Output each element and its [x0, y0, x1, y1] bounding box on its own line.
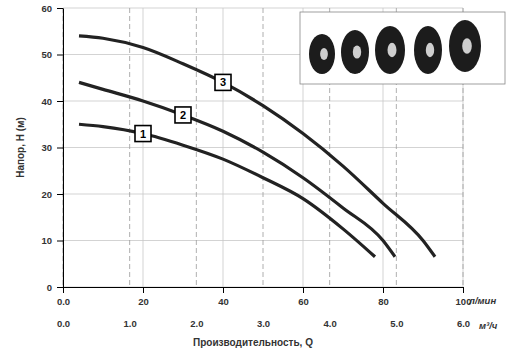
tick: 0.0: [57, 287, 70, 329]
axis-line: [63, 9, 64, 288]
tick-label: 40: [41, 96, 52, 107]
inset-frame: [300, 12, 505, 84]
y-axis-title: Напор, H (м): [15, 117, 26, 178]
series-label-text: 3: [220, 76, 226, 88]
tick-label: 10: [41, 235, 52, 246]
impeller-hub: [426, 43, 434, 57]
tick-label: 20: [41, 189, 52, 200]
tick: 2.0: [190, 287, 203, 329]
tick-label: 30: [41, 142, 52, 153]
tick-label: 60: [41, 3, 52, 14]
tick-label: 0.0: [57, 318, 70, 329]
impeller-hub: [388, 43, 397, 57]
tick: 30: [41, 142, 63, 153]
tick-label: 50: [41, 49, 52, 60]
tick: 10: [41, 235, 63, 246]
x-axis: 0.020406080100: [57, 287, 472, 307]
tick: 60: [298, 287, 309, 307]
series-label-text: 1: [140, 128, 146, 140]
series-line: [79, 36, 435, 257]
tick-label: 80: [378, 296, 389, 307]
impeller-hub: [462, 38, 472, 54]
tick: 1.0: [124, 287, 137, 329]
x2-axis: 0.0 1.0 2.0 3.0 4.0 5.0 6.0: [57, 287, 470, 329]
grid-line-x2: [263, 8, 264, 287]
tick: 0: [47, 282, 63, 293]
tick-label: 20: [138, 296, 149, 307]
impeller: [341, 30, 369, 74]
tick-mark: [57, 148, 63, 149]
grid-line-x2: [196, 8, 197, 287]
series-label: 3: [215, 74, 231, 90]
tick-mark: [57, 241, 63, 242]
tick: 80: [378, 287, 389, 307]
tick-label: 0.0: [57, 296, 70, 307]
series-lines: [79, 36, 435, 257]
tick: 50: [41, 49, 63, 60]
tick: 6.0: [457, 287, 470, 329]
tick-label: 0: [47, 282, 52, 293]
axis-line: [64, 287, 464, 288]
grid-line-x: [223, 8, 224, 287]
tick: 0.0: [57, 287, 70, 307]
tick-mark: [57, 101, 63, 102]
tick-mark: [57, 8, 63, 9]
x-axis-title: Производительность, Q: [193, 337, 313, 348]
grid-line-x: [143, 8, 144, 287]
tick-label: 2.0: [190, 318, 203, 329]
tick: 60: [41, 3, 63, 14]
tick-mark: [57, 287, 63, 288]
impeller: [375, 26, 405, 74]
impeller-hub: [353, 45, 361, 58]
impeller: [309, 34, 335, 74]
tick: 20: [41, 189, 63, 200]
tick: 4.0: [324, 287, 337, 329]
plot: 0.0204060801000.01.02.03.04.05.06.001020…: [41, 3, 505, 329]
tick: 40: [41, 96, 63, 107]
impeller-hub: [320, 48, 328, 60]
series-label-box: [175, 107, 191, 123]
tick-label: 1.0: [124, 318, 137, 329]
series-line: [79, 124, 375, 257]
inset-image: [300, 12, 505, 84]
tick-label: 60: [298, 296, 309, 307]
grid-line-x2: [129, 8, 130, 287]
tick-label: 5.0: [390, 318, 403, 329]
x-unit: л/мин: [468, 295, 496, 306]
x2-unit: м³/ч: [479, 320, 498, 331]
tick-label: 40: [218, 296, 229, 307]
y-axis: 0 10 20 30 40 50 60: [41, 3, 63, 293]
axis-line: [64, 287, 464, 288]
series-label-box: [215, 74, 231, 90]
series-label: 1: [135, 126, 151, 142]
tick-mark: [57, 55, 63, 56]
tick-label: 3.0: [257, 318, 270, 329]
impeller: [414, 26, 442, 74]
tick: 3.0: [257, 287, 270, 329]
tick: 5.0: [390, 287, 403, 329]
grid-line-y: [63, 287, 463, 288]
series-label-text: 2: [180, 109, 186, 121]
impeller: [449, 20, 481, 72]
series-label-box: [135, 126, 151, 142]
series-label: 2: [175, 107, 191, 123]
tick-label: 6.0: [457, 318, 470, 329]
tick-label: 4.0: [324, 318, 337, 329]
chart: 0.0204060801000.01.02.03.04.05.06.001020…: [0, 0, 513, 352]
tick: 20: [138, 287, 149, 307]
grid: [63, 8, 463, 287]
tick: 40: [218, 287, 229, 307]
tick-mark: [57, 194, 63, 195]
series-labels: 1 2 3: [135, 74, 231, 141]
